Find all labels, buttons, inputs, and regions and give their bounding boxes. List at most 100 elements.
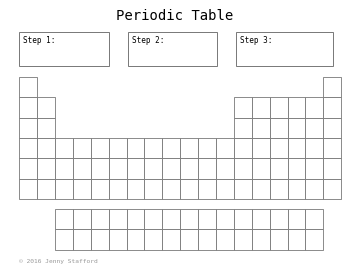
Bar bbox=[145, 158, 162, 178]
Bar bbox=[216, 209, 234, 230]
Bar bbox=[323, 77, 341, 97]
Bar bbox=[216, 178, 234, 199]
Bar bbox=[306, 118, 323, 138]
Bar bbox=[306, 138, 323, 158]
Bar bbox=[91, 138, 109, 158]
Bar bbox=[288, 178, 306, 199]
Bar bbox=[252, 118, 270, 138]
Bar bbox=[91, 178, 109, 199]
Bar bbox=[127, 230, 145, 250]
Bar bbox=[37, 118, 55, 138]
Bar bbox=[37, 178, 55, 199]
Bar bbox=[145, 230, 162, 250]
Bar bbox=[323, 158, 341, 178]
Bar bbox=[323, 118, 341, 138]
Bar bbox=[19, 158, 37, 178]
Bar bbox=[306, 230, 323, 250]
Bar bbox=[109, 138, 127, 158]
Bar bbox=[19, 118, 37, 138]
Bar bbox=[234, 158, 252, 178]
Text: © 2016 Jenny Stafford: © 2016 Jenny Stafford bbox=[19, 259, 98, 264]
Bar bbox=[270, 158, 288, 178]
Bar bbox=[145, 138, 162, 158]
Bar bbox=[73, 178, 91, 199]
Bar bbox=[288, 158, 306, 178]
Bar bbox=[109, 230, 127, 250]
Bar bbox=[270, 97, 288, 118]
Bar bbox=[270, 178, 288, 199]
Bar bbox=[162, 230, 180, 250]
Bar bbox=[19, 178, 37, 199]
Bar bbox=[236, 32, 332, 66]
Bar bbox=[55, 138, 73, 158]
Bar bbox=[323, 178, 341, 199]
Bar bbox=[180, 230, 198, 250]
Bar bbox=[252, 97, 270, 118]
Bar bbox=[145, 209, 162, 230]
Bar bbox=[270, 138, 288, 158]
Bar bbox=[288, 209, 306, 230]
Bar bbox=[234, 178, 252, 199]
Bar bbox=[162, 138, 180, 158]
Bar bbox=[19, 77, 37, 97]
Bar bbox=[323, 97, 341, 118]
Bar bbox=[270, 230, 288, 250]
Bar bbox=[234, 97, 252, 118]
Bar bbox=[145, 178, 162, 199]
Bar bbox=[198, 158, 216, 178]
Bar bbox=[127, 178, 145, 199]
Bar bbox=[252, 230, 270, 250]
Bar bbox=[91, 209, 109, 230]
Bar bbox=[91, 158, 109, 178]
Bar bbox=[55, 158, 73, 178]
Bar bbox=[162, 178, 180, 199]
Bar bbox=[288, 118, 306, 138]
Bar bbox=[234, 230, 252, 250]
Bar bbox=[252, 158, 270, 178]
Bar bbox=[252, 138, 270, 158]
Bar bbox=[127, 138, 145, 158]
Bar bbox=[127, 209, 145, 230]
Bar bbox=[234, 209, 252, 230]
Bar bbox=[198, 230, 216, 250]
Bar bbox=[19, 97, 37, 118]
Bar bbox=[198, 178, 216, 199]
Bar bbox=[180, 209, 198, 230]
Bar bbox=[252, 178, 270, 199]
Bar bbox=[288, 138, 306, 158]
Bar bbox=[55, 230, 73, 250]
Bar bbox=[109, 158, 127, 178]
Bar bbox=[180, 138, 198, 158]
Bar bbox=[216, 230, 234, 250]
Bar bbox=[252, 209, 270, 230]
Bar bbox=[109, 178, 127, 199]
Bar bbox=[127, 158, 145, 178]
Bar bbox=[73, 138, 91, 158]
Bar bbox=[73, 230, 91, 250]
Bar bbox=[323, 138, 341, 158]
Text: Periodic Table: Periodic Table bbox=[116, 9, 234, 23]
Bar bbox=[180, 178, 198, 199]
Bar bbox=[37, 158, 55, 178]
Bar bbox=[198, 138, 216, 158]
Bar bbox=[73, 209, 91, 230]
Bar bbox=[37, 97, 55, 118]
Bar bbox=[306, 178, 323, 199]
Bar bbox=[19, 32, 108, 66]
Bar bbox=[234, 138, 252, 158]
Bar bbox=[234, 118, 252, 138]
Bar bbox=[216, 158, 234, 178]
Bar bbox=[198, 209, 216, 230]
Bar bbox=[109, 209, 127, 230]
Text: Step 3:: Step 3: bbox=[240, 36, 273, 45]
Bar bbox=[19, 138, 37, 158]
Bar bbox=[73, 158, 91, 178]
Bar bbox=[306, 158, 323, 178]
Bar bbox=[270, 118, 288, 138]
Bar bbox=[55, 178, 73, 199]
Bar bbox=[162, 209, 180, 230]
Bar bbox=[216, 138, 234, 158]
Bar bbox=[306, 97, 323, 118]
Bar bbox=[270, 209, 288, 230]
Bar bbox=[91, 230, 109, 250]
